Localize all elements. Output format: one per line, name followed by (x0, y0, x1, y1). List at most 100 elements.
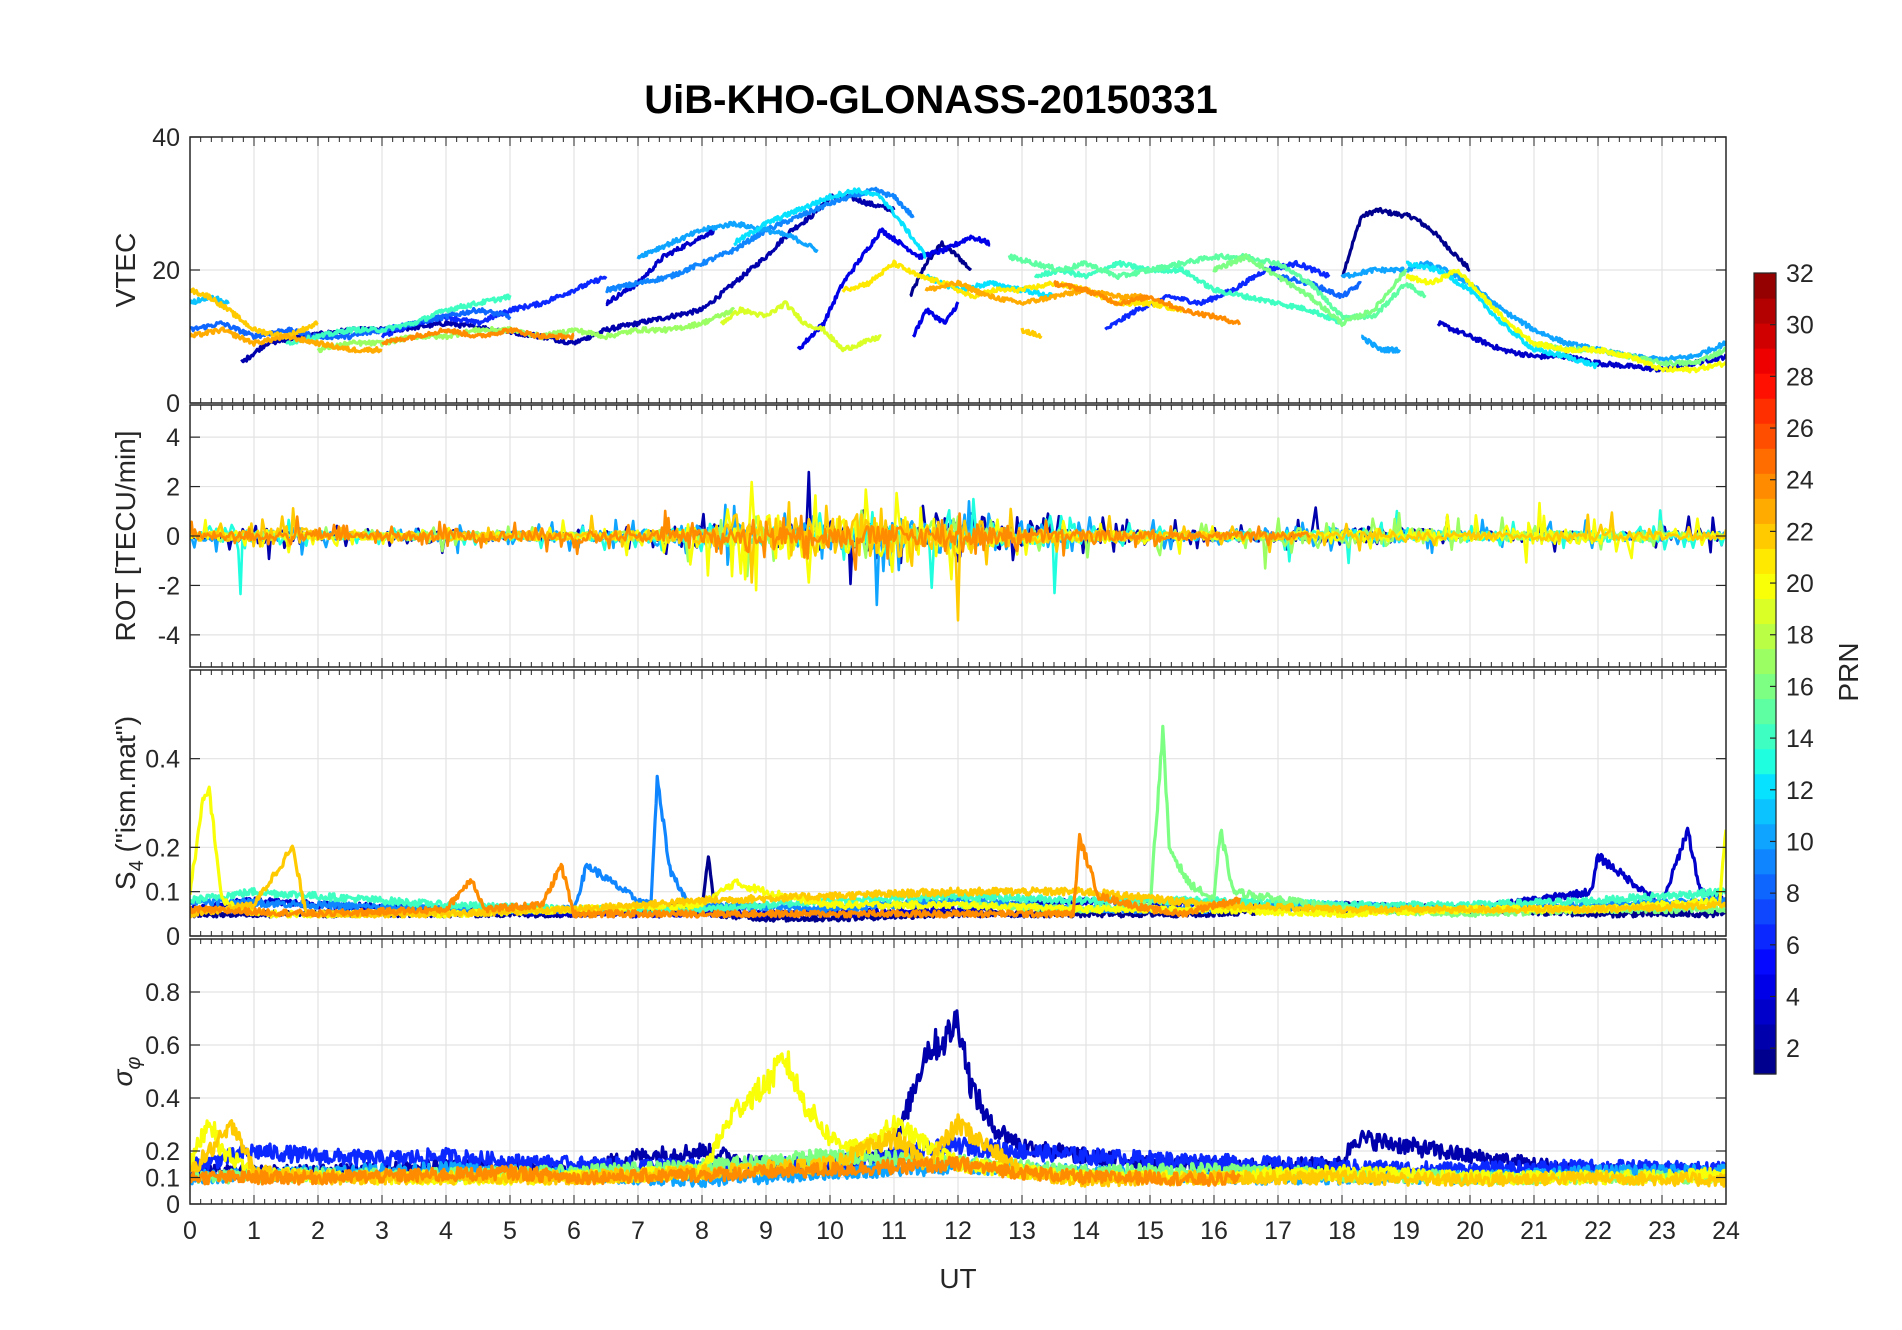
y-tick-label-s4: 0 (166, 923, 180, 951)
x-tick-label: 19 (1392, 1217, 1420, 1245)
x-tick-label: 0 (183, 1217, 197, 1245)
x-tick-label: 18 (1328, 1217, 1356, 1245)
series-s4-prn-24-7 (190, 832, 1242, 919)
panel-s4: 0 0.1 0.2 0.4S4 ("ism.mat") (110, 669, 1727, 951)
colorbar-swatch-30 (1754, 323, 1776, 349)
series-vtec-prn-8-10 (190, 306, 512, 341)
x-tick-label: 8 (695, 1217, 709, 1245)
y-tick-label-vtec: 0 (166, 390, 180, 418)
series-vtec-prn-12-19 (1405, 260, 1600, 370)
colorbar-swatch-14 (1754, 723, 1776, 750)
colorbar-swatch-8 (1754, 873, 1776, 900)
series-vtec-prn-6-8 (1104, 259, 1331, 331)
y-axis-label-rot: ROT [TECU/min] (110, 430, 141, 641)
series-vtec-prn-16-24 (1212, 253, 1408, 327)
x-tick-label: 2 (311, 1217, 325, 1245)
colorbar-tick-label: 26 (1786, 415, 1814, 443)
y-tick-label-rot: -4 (158, 622, 180, 650)
colorbar-swatch-9 (1754, 848, 1776, 875)
colorbar-swatch-21 (1754, 548, 1776, 574)
y-tick-label-sigma: 0.8 (145, 979, 180, 1007)
series-vtec-prn-1-1 (1340, 206, 1471, 278)
chart-title: UiB-KHO-GLONASS-20150331 (644, 78, 1218, 122)
colorbar-swatch-19 (1754, 598, 1776, 625)
panel-vtec: 0 20 40 VTEC (110, 124, 1727, 418)
series-vtec-prn-4-7 (911, 301, 960, 338)
series-vtec-prn-2-3 (240, 320, 575, 364)
colorbar-swatch-1 (1754, 1048, 1776, 1075)
series-vtec-prn-3-4 (605, 227, 716, 307)
series-group-s4 (190, 724, 1726, 923)
series-sigma-prn-6-1 (190, 1136, 1726, 1179)
y-tick-label-rot: 2 (166, 474, 180, 502)
colorbar-swatch-31 (1754, 298, 1776, 324)
colorbar-tick-label: 30 (1786, 312, 1814, 340)
series-vtec-prn-8-11 (1276, 274, 1362, 300)
x-axis-label: UT (939, 1263, 976, 1294)
panel-rot: -4 -2 0 2 4 ROT [TECU/min] (110, 404, 1727, 668)
colorbar-swatch-28 (1754, 373, 1776, 399)
y-axis-label-sigma: σφ (107, 1057, 145, 1087)
x-tick-label: 21 (1520, 1217, 1548, 1245)
series-vtec-prn-19-26 (719, 300, 882, 353)
colorbar-swatch-23 (1754, 498, 1776, 524)
x-tick-label: 24 (1712, 1217, 1740, 1245)
series-vtec-prn-10-15 (1360, 334, 1402, 354)
y-tick-label-vtec: 20 (152, 257, 180, 285)
x-tick-label: 5 (503, 1217, 517, 1245)
x-tick-label: 1 (247, 1217, 261, 1245)
colorbar-swatch-4 (1754, 973, 1776, 1000)
series-vtec-prn-20-27 (1405, 268, 1726, 374)
series-group-rot (190, 470, 1726, 622)
colorbar-swatch-16 (1754, 673, 1776, 700)
series-vtec-prn-12-17 (733, 187, 927, 259)
colorbar-tick-label: 6 (1786, 932, 1800, 960)
x-tick-label: 14 (1072, 1217, 1100, 1245)
y-tick-label-vtec: 40 (152, 124, 180, 152)
y-tick-label-rot: 0 (166, 523, 180, 551)
series-vtec-prn-23-31 (190, 326, 383, 354)
x-tick-label: 20 (1456, 1217, 1484, 1245)
x-tick-label: 17 (1264, 1217, 1292, 1245)
colorbar-tick-label: 22 (1786, 518, 1814, 546)
series-sigma-prn-24-6 (190, 1155, 1242, 1187)
colorbar-swatch-6 (1754, 923, 1776, 950)
colorbar-swatch-26 (1754, 423, 1776, 449)
series-sigma-prn-2-0 (190, 1009, 1726, 1181)
y-tick-label-sigma: 0.4 (145, 1085, 180, 1113)
colorbar-tick-label: 32 (1786, 260, 1814, 288)
colorbar-swatch-25 (1754, 448, 1776, 474)
series-vtec-prn-4-6 (796, 227, 991, 351)
colorbar-swatch-22 (1754, 523, 1776, 549)
colorbar-swatch-15 (1754, 698, 1776, 725)
series-vtec-prn-14-20 (1033, 259, 1343, 325)
colorbar-swatch-7 (1754, 898, 1776, 925)
y-tick-label-rot: -2 (158, 572, 180, 600)
series-vtec-prn-14-21 (285, 293, 512, 346)
colorbar-tick-label: 24 (1786, 467, 1814, 495)
x-tick-label: 13 (1008, 1217, 1036, 1245)
x-tick-label: 23 (1648, 1217, 1676, 1245)
x-tick-label: 3 (375, 1217, 389, 1245)
series-vtec-prn-22-30 (1020, 327, 1043, 339)
colorbar-tick-label: 20 (1786, 570, 1814, 598)
y-tick-label-rot: 4 (166, 424, 180, 452)
colorbar-swatch-24 (1754, 473, 1776, 499)
colorbar-swatch-13 (1754, 748, 1776, 775)
colorbar-swatch-12 (1754, 773, 1776, 800)
x-tick-label: 16 (1200, 1217, 1228, 1245)
colorbar-swatch-17 (1754, 648, 1776, 675)
x-tick-label: 22 (1584, 1217, 1612, 1245)
y-axis-label-s4: S4 ("ism.mat") (110, 716, 148, 890)
y-tick-label-sigma: 0 (166, 1191, 180, 1219)
colorbar-swatch-11 (1754, 798, 1776, 825)
colorbar-tick-label: 10 (1786, 828, 1814, 856)
colorbar-swatch-27 (1754, 398, 1776, 424)
y-tick-label-s4: 0.4 (145, 746, 180, 774)
colorbar-tick-label: 14 (1786, 725, 1814, 753)
y-tick-label-s4: 0.1 (145, 879, 180, 907)
series-group-vtec (190, 186, 1726, 374)
series-s4-prn-22-6 (190, 844, 1726, 919)
colorbar-swatch-18 (1754, 623, 1776, 650)
